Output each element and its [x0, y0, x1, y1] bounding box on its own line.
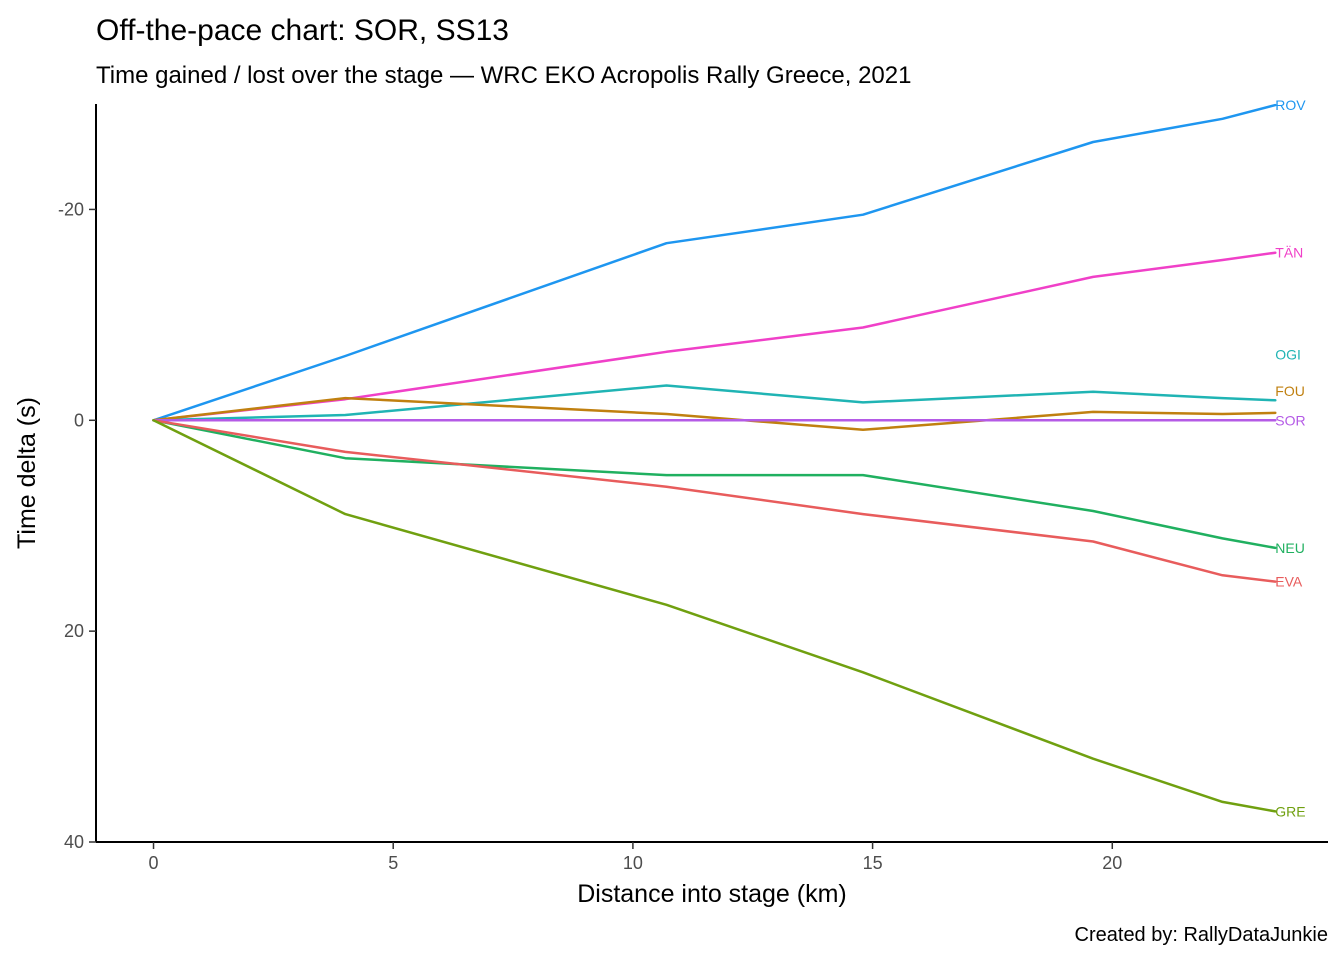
chart-caption: Created by: RallyDataJunkie — [1075, 924, 1328, 946]
series-line-gre — [152, 419, 1277, 813]
x-tick-label: 0 — [149, 853, 159, 873]
x-axis-title: Distance into stage (km) — [577, 880, 847, 908]
end-label-tän: TÄN — [1275, 245, 1303, 261]
x-tick-label: 10 — [623, 853, 643, 873]
series-line-rov — [152, 103, 1277, 422]
series-layer — [152, 103, 1277, 813]
end-label-sor: SOR — [1275, 412, 1305, 428]
end-label-neu: NEU — [1275, 540, 1305, 556]
end-labels: ROV TÄN OGI FOU SOR NEU EVA GRE — [1275, 97, 1306, 819]
chart-subtitle: Time gained / lost over the stage — WRC … — [96, 62, 911, 89]
series-line-eva — [152, 419, 1277, 583]
chart-title: Off-the-pace chart: SOR, SS13 — [96, 14, 509, 47]
x-axis-ticks: 0 5 10 15 20 — [149, 842, 1122, 873]
plot-area: ROV TÄN OGI FOU SOR NEU EVA GRE — [152, 97, 1306, 819]
y-tick-label: 40 — [64, 832, 84, 852]
x-tick-label: 15 — [863, 853, 883, 873]
end-label-fou: FOU — [1275, 383, 1305, 399]
y-tick-label: 0 — [74, 410, 84, 430]
series-line-fou — [152, 396, 1277, 432]
y-axis-title: Time delta (s) — [13, 397, 41, 549]
y-axis-ticks: -20 0 20 40 — [58, 199, 96, 852]
y-tick-label: -20 — [58, 199, 84, 219]
end-label-ogi: OGI — [1275, 346, 1301, 362]
series-line-tän — [152, 251, 1277, 422]
end-label-rov: ROV — [1275, 97, 1306, 113]
series-line-ogi — [152, 384, 1277, 422]
y-tick-label: 20 — [64, 621, 84, 641]
series-line-neu — [152, 419, 1277, 550]
end-label-eva: EVA — [1275, 574, 1303, 590]
x-tick-label: 5 — [388, 853, 398, 873]
x-tick-label: 20 — [1102, 853, 1122, 873]
end-label-gre: GRE — [1275, 803, 1305, 819]
